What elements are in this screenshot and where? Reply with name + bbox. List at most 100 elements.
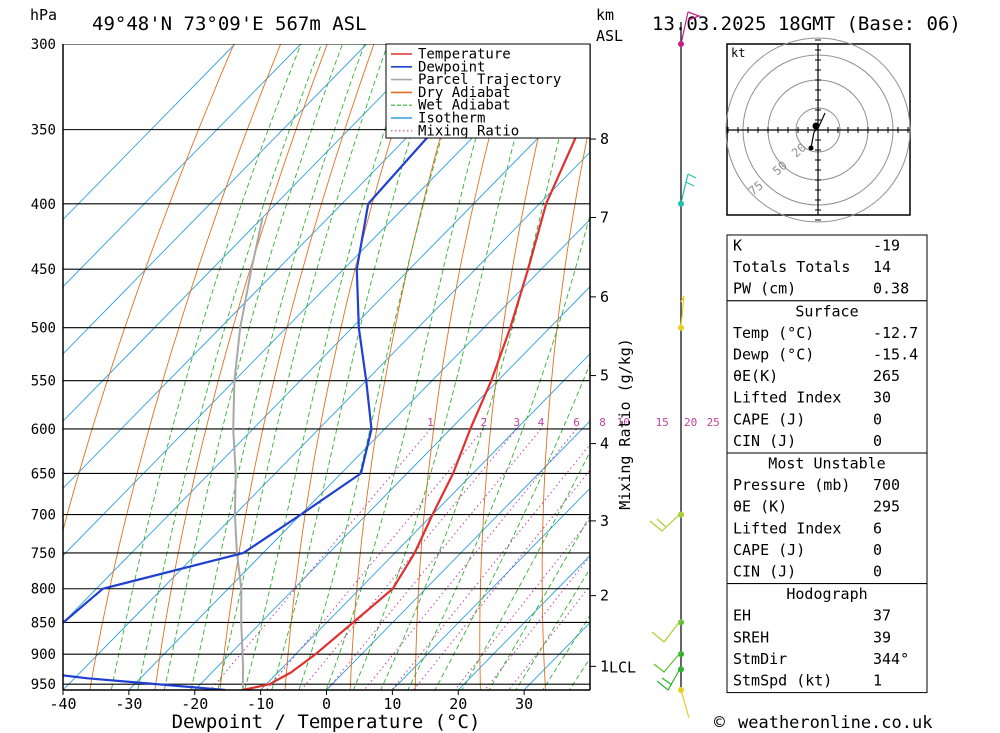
wet-adiabat-line: [352, 44, 541, 690]
mixing-ratio-label: 3: [513, 416, 520, 429]
isotherm-line: [260, 353, 590, 690]
surface-row-label: θE(K): [733, 367, 778, 385]
wind-barb-icon: [680, 173, 697, 204]
table-box: [726, 452, 928, 585]
wind-level-marker: [678, 619, 684, 626]
table-box: [726, 234, 928, 302]
parcel-trajectory-line: [232, 217, 264, 690]
km-tick-label: 4: [600, 435, 609, 453]
isobar-lines: [63, 44, 590, 685]
km-tick-label: 3: [600, 512, 609, 530]
isotherm-line: [326, 420, 590, 690]
hpa-label: hPa: [30, 6, 57, 24]
wind-level-marker: [678, 200, 684, 207]
wet-adiabat-line: [542, 614, 590, 690]
pressure-tick-label: 800: [31, 582, 56, 598]
pressure-tick-label: 950: [31, 677, 56, 693]
pressure-tick-label: 600: [31, 422, 56, 438]
mixing-ratio-label: 20: [684, 416, 697, 429]
legend-label: Wet Adiabat: [418, 98, 511, 114]
mixing-ratio-line: [413, 469, 590, 690]
footer-credit: © weatheronline.co.uk: [714, 712, 932, 733]
dry-adiabat-line: [479, 44, 562, 690]
surface-row-value: 30: [873, 389, 891, 407]
km-tick-label: 2: [600, 587, 609, 605]
wet-adiabat-line: [407, 213, 590, 690]
dry-adiabat-line: [284, 44, 422, 690]
km-tick-label: 5: [600, 367, 609, 385]
index-row-value: 14: [873, 258, 891, 276]
stability-tables: K -19 Totals Totals 14 PW (cm) 0.38 Surface Tem…: [726, 234, 928, 694]
most-unstable-row-label: Lifted Index: [733, 519, 841, 537]
mixing-ratio-label: 2: [480, 416, 487, 429]
legend-label: Dry Adiabat: [418, 85, 511, 101]
isotherm-line: [63, 44, 499, 489]
wind-barb-icon: [653, 651, 682, 673]
hodograph-row-value: 1: [873, 672, 882, 690]
table-box: [726, 300, 928, 454]
legend-label: Dewpoint: [418, 59, 485, 75]
isotherm-line: [63, 44, 433, 422]
x-axis-title: Dewpoint / Temperature (°C): [172, 711, 481, 733]
most-unstable-row-label: Pressure (mb): [733, 476, 850, 494]
wind-level-marker: [678, 324, 684, 331]
wet-adiabat-line: [325, 44, 503, 690]
index-row-value: 0.38: [873, 280, 909, 298]
most-unstable-row-value: 0: [873, 563, 882, 581]
legend-label: Parcel Trajectory: [418, 72, 561, 88]
location-title: 49°48'N 73°09'E 567m ASL: [92, 13, 367, 35]
site-credit: weatheronline.co.uk: [738, 713, 932, 733]
km-tick-label: 1: [600, 657, 609, 675]
isotherm-line: [63, 44, 368, 355]
mixing-ratio-line: [391, 443, 590, 690]
wet-adiabat-line: [217, 44, 389, 690]
surface-row-label: CAPE (J): [733, 410, 805, 428]
km-tick-label: 7: [600, 209, 609, 227]
wet-adiabat-line: [434, 362, 590, 690]
pressure-tick-label: 550: [31, 374, 56, 390]
hodograph-row-label: EH: [733, 607, 751, 625]
dry-adiabat-line: [930, 44, 1000, 690]
wet-adiabat-line: [515, 567, 590, 690]
surface-row-value: -15.4: [873, 346, 918, 364]
pressure-tick-label: 700: [31, 508, 56, 524]
x-tick-label: 30: [515, 695, 533, 713]
x-tick-label: 10: [383, 695, 401, 713]
mixing-ratio-label: 25: [707, 416, 720, 429]
mixing-ratio-lines: [210, 428, 590, 690]
most-unstable-row-label: CIN (J): [733, 563, 796, 581]
temperature-line: [242, 102, 590, 690]
surface-row-label: CIN (J): [733, 432, 796, 450]
hodograph-row-label: SREH: [733, 628, 769, 646]
surface-row-value: -12.7: [873, 324, 918, 342]
wind-barb-icon: [656, 666, 682, 691]
hodograph-row-value: 39: [873, 628, 891, 646]
legend-label: Temperature: [418, 47, 511, 63]
hodograph-row-value: 37: [873, 607, 891, 625]
wind-barb-icon: [651, 619, 682, 643]
wet-adiabat-line: [163, 44, 344, 690]
isotherm-line: [63, 84, 590, 624]
most-unstable-row-value: 295: [873, 498, 900, 516]
dry-adiabat-line: [63, 44, 235, 532]
x-tick-label: -20: [181, 695, 208, 713]
index-row-value: -19: [873, 237, 900, 255]
surface-row-value: 0: [873, 432, 882, 450]
isotherm-line: [457, 554, 590, 690]
temperature-tick-labels: -40 -30 -20 -10 0 10 20 30: [49, 690, 533, 713]
wind-profile-column: [649, 11, 701, 719]
wind-barb-icon: [649, 512, 682, 532]
x-tick-label: -10: [247, 695, 274, 713]
surface-row-value: 265: [873, 367, 900, 385]
hodograph-unit-label: kt: [731, 46, 745, 60]
pressure-tick-label: 500: [31, 321, 56, 337]
index-row-label: PW (cm): [733, 280, 796, 298]
isotherm-line: [63, 44, 302, 288]
lcl-label: LCL: [609, 659, 636, 677]
isotherm-line: [392, 487, 590, 690]
wet-adiabat-line: [488, 515, 590, 690]
mixing-ratio-label: 10: [617, 416, 630, 429]
wind-barb-icon: [680, 295, 685, 327]
